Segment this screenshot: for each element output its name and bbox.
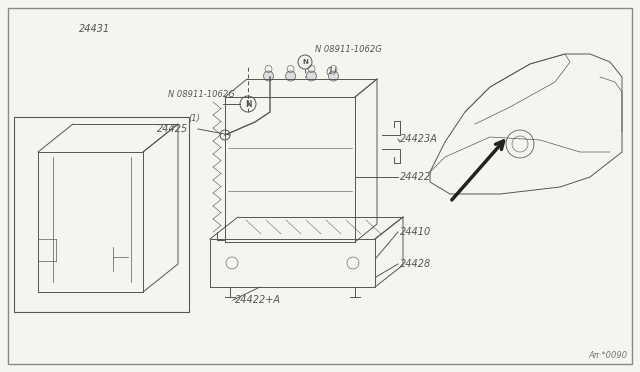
Text: 24425: 24425 bbox=[157, 124, 188, 134]
Text: N: N bbox=[244, 99, 252, 109]
Text: N: N bbox=[302, 59, 308, 65]
Text: 24431: 24431 bbox=[79, 24, 111, 34]
Text: 24422: 24422 bbox=[400, 172, 431, 182]
Text: Aπ·*0090: Aπ·*0090 bbox=[589, 351, 628, 360]
Circle shape bbox=[328, 71, 339, 81]
Text: N 08911-1062G: N 08911-1062G bbox=[315, 45, 381, 54]
Text: (1): (1) bbox=[325, 67, 337, 76]
Text: 24428: 24428 bbox=[400, 259, 431, 269]
Text: (1): (1) bbox=[188, 114, 200, 123]
Text: 24422+A: 24422+A bbox=[235, 295, 281, 305]
Text: N 08911-1062G: N 08911-1062G bbox=[168, 90, 235, 99]
Text: 24423A: 24423A bbox=[400, 134, 438, 144]
Circle shape bbox=[285, 71, 296, 81]
Circle shape bbox=[264, 71, 273, 81]
Text: 24410: 24410 bbox=[400, 227, 431, 237]
Bar bbox=[14, 117, 189, 312]
Circle shape bbox=[307, 71, 316, 81]
